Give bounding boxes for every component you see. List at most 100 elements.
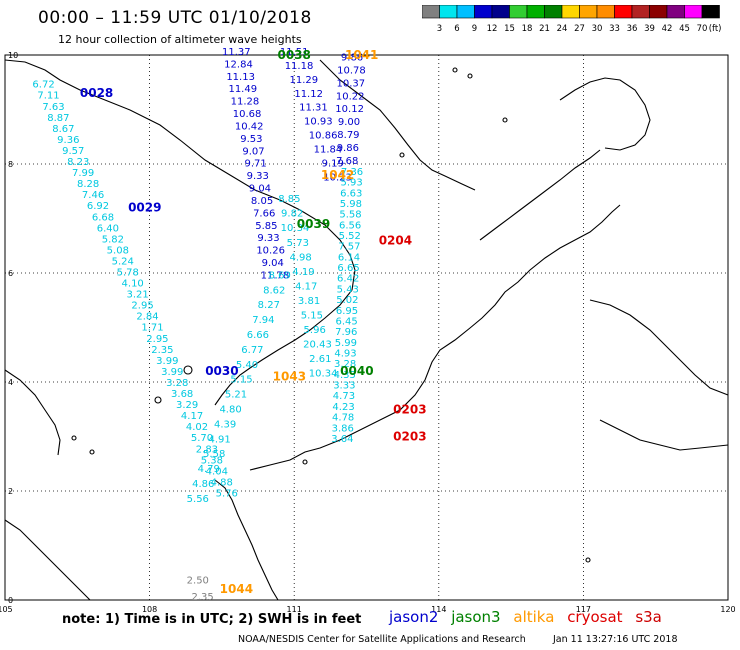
axis-labels: 105 108 111 114 117 120 0 2 4 6 8 10	[0, 51, 736, 614]
wave-height-value: 4.23	[332, 402, 354, 413]
wave-height-value: 5.73	[287, 238, 309, 249]
wave-height-value: 10.22	[336, 91, 365, 102]
colorbar-swatch	[579, 5, 598, 19]
wave-height-value: 9.71	[245, 159, 267, 170]
island-anambas	[154, 396, 162, 404]
wave-height-value: 11.28	[231, 97, 260, 108]
wave-height-value: 3.99	[161, 367, 183, 378]
wave-height-value: 7.36	[341, 167, 363, 178]
wave-height-value: 9.86	[337, 143, 359, 154]
wave-height-value: 10.26	[256, 246, 285, 257]
island-small-2	[89, 449, 95, 455]
wave-height-value: 10.12	[335, 104, 364, 115]
lat-tick-label: 2	[8, 487, 13, 496]
coast-borneo	[249, 204, 621, 471]
lon-tick-label: 108	[142, 605, 157, 614]
wave-height-value: 7.96	[335, 327, 357, 338]
lon-tick-label: 111	[287, 605, 302, 614]
wave-height-value: 7.99	[72, 168, 94, 179]
wave-height-value: 6.65	[337, 263, 359, 274]
map-subtitle: 12 hour collection of altimeter wave hei…	[58, 33, 302, 46]
colorbar-tick: 3	[437, 24, 442, 34]
wave-height-value: 4.79	[198, 464, 220, 475]
wave-height-value: 5.52	[339, 231, 361, 242]
satellite-legend: jason2 jason3 altika cryosat s3a	[389, 608, 670, 626]
wave-height-value: 7.94	[252, 315, 274, 326]
wave-height-value: 3.33	[333, 381, 355, 392]
wave-height-value: 6.68	[92, 212, 114, 223]
colorbar-unit: (ft)	[709, 24, 722, 34]
colorbar-tick: 39	[644, 24, 655, 34]
units-note: note: 1) Time is in UTC; 2) SWH is in fe…	[62, 612, 362, 627]
colorbar-tick: 9	[472, 24, 477, 34]
wave-height-value: 3.99	[156, 356, 178, 367]
wave-height-value: 8.62	[263, 285, 285, 296]
wave-height-value: 9.86	[341, 52, 363, 63]
wave-height-value: 4.86	[192, 479, 214, 490]
colorbar-tick: 45	[679, 24, 690, 34]
colorbar-swatch	[422, 5, 440, 19]
wave-height-value: 6.56	[339, 220, 361, 231]
wave-height-value: 8.27	[258, 300, 280, 311]
wave-height-value: 2.61	[309, 354, 331, 365]
colorbar-tick: 6	[454, 24, 459, 34]
wave-height-value: 4.78	[332, 413, 354, 424]
wave-height-value: 4.73	[333, 391, 355, 402]
wave-height-value: 5.76	[216, 488, 238, 499]
wave-height-value: 4.17	[295, 281, 317, 292]
wave-height-value: 6.45	[336, 316, 358, 327]
colorbar-tick: 30	[592, 24, 603, 34]
wave-height-value: 11.37	[222, 47, 251, 58]
wave-height-value: 7.66	[253, 208, 275, 219]
lon-tick-label: 117	[576, 605, 591, 614]
colorbar-swatch	[596, 5, 615, 19]
coast-vietnam-north	[319, 59, 476, 191]
wave-height-value: 10.86	[309, 131, 338, 142]
colorbar-tick: 18	[522, 24, 533, 34]
pass-label: 1042	[321, 168, 354, 182]
pass-label: 0203	[393, 402, 426, 416]
island-small-7	[399, 152, 405, 158]
wave-height-value: 9.57	[62, 146, 84, 157]
wave-height-value: 11.31	[299, 103, 328, 114]
wave-height-value: 2.50	[187, 576, 209, 587]
wave-height-value: 11.13	[226, 72, 255, 83]
pass-label: 1044	[220, 582, 253, 596]
wave-height-value: 5.24	[112, 256, 134, 267]
colorbar-tick: 42	[662, 24, 673, 34]
wave-height-value: 3.64	[331, 434, 353, 445]
wave-height-value: 9.82	[281, 209, 303, 220]
wave-height-value: 4.98	[289, 252, 311, 263]
wave-height-value: 4.35	[334, 370, 356, 381]
wave-height-value: 8.05	[251, 196, 273, 207]
colorbar-tick: 33	[609, 24, 620, 34]
wave-height-value: 4.17	[181, 411, 203, 422]
island-small-8	[585, 557, 591, 563]
wave-height-value: 4.93	[334, 348, 356, 359]
wave-height-value: 9.33	[247, 171, 269, 182]
wave-height-value: 8.67	[52, 124, 74, 135]
wave-height-value: 3.81	[298, 296, 320, 307]
legend-cryosat: cryosat	[567, 608, 623, 626]
wave-height-value: 7.46	[82, 190, 104, 201]
wave-height-value: 10.37	[337, 78, 366, 89]
pass-label: 1041	[345, 48, 378, 62]
pass-label: 0204	[379, 233, 412, 247]
pass-label: 0029	[128, 201, 161, 215]
colorbar-swatch	[631, 5, 650, 19]
colorbar-swatch	[614, 5, 633, 19]
wave-height-value: 5.43	[337, 284, 359, 295]
wave-height-value: 5.38	[201, 455, 223, 466]
wave-height-value: 9.19	[322, 158, 344, 169]
generated-timestamp: Jan 11 13:27:16 UTC 2018	[553, 634, 678, 645]
wave-height-value: 5.70	[191, 433, 213, 444]
pass-labels: 0038 1041 0028 0029 1042 0039 0204 0030 1043 0040…	[80, 48, 427, 596]
lat-tick-label: 8	[8, 160, 13, 169]
wave-height-value: 2.35	[151, 345, 173, 356]
wave-height-value: 3.28	[334, 359, 356, 370]
wave-height-value: 6.92	[87, 201, 109, 212]
wave-height-value: 11.29	[290, 75, 319, 86]
colorbar-swatch	[509, 5, 528, 19]
wave-height-value: 11.51	[280, 47, 309, 58]
wave-height-value: 4.91	[209, 434, 231, 445]
